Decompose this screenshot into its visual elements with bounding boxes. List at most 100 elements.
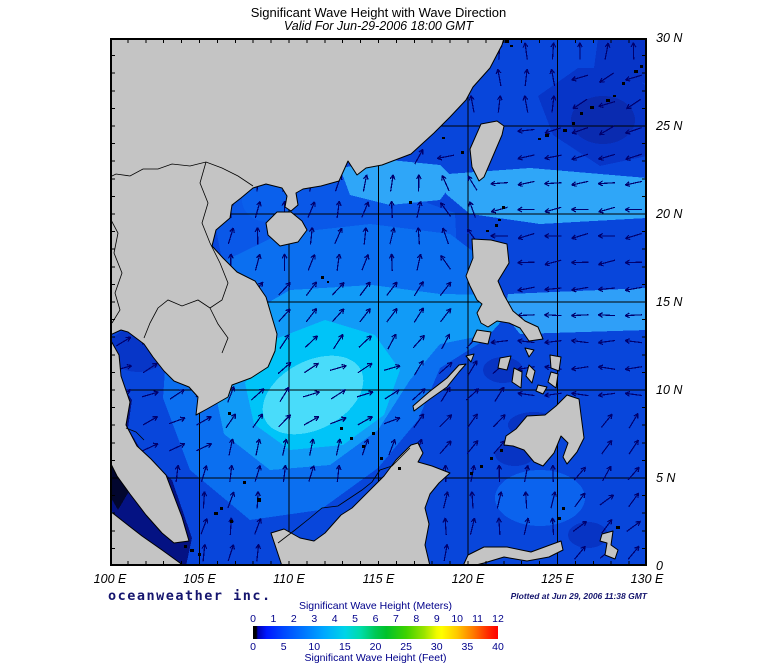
wave-direction-arrow: [601, 439, 613, 455]
wave-direction-arrow: [196, 442, 213, 452]
wave-direction-arrow: [413, 281, 424, 297]
wave-direction-arrow: [227, 491, 236, 509]
land-palawan: [412, 363, 467, 412]
wave-direction-arrow: [416, 253, 423, 271]
wave-direction-arrow: [465, 388, 480, 401]
wave-direction-arrow: [597, 312, 616, 318]
wave-direction-arrow: [174, 464, 181, 483]
feet-ticks-10: 10: [308, 641, 321, 653]
wave-direction-arrow: [255, 543, 262, 562]
wave-direction-arrow: [602, 465, 612, 482]
wave-direction-arrow: [389, 174, 396, 192]
wave-height-colorbar: [253, 626, 498, 639]
wave-direction-arrow: [630, 42, 637, 60]
wave-direction-arrow: [467, 413, 478, 429]
wave-direction-arrow: [254, 518, 262, 535]
lon-label-105e: 105 E: [183, 572, 216, 586]
feet-ticks-40: 40: [492, 641, 504, 653]
wave-direction-arrow: [304, 335, 319, 348]
wave-direction-arrow: [522, 95, 529, 113]
meters-ticks-5: 5: [352, 613, 358, 625]
wave-direction-arrow: [523, 68, 530, 87]
feet-ticks-20: 20: [369, 641, 382, 653]
wave-direction-arrow: [388, 200, 395, 219]
wave-direction-arrow: [439, 440, 452, 454]
wave-direction-arrow: [357, 416, 374, 426]
wave-direction-arrow: [598, 153, 616, 161]
wave-direction-arrow: [227, 544, 235, 562]
wave-direction-arrow: [387, 333, 397, 350]
valid-time-subtitle: Valid For Jun-29-2006 18:00 GMT: [283, 19, 474, 33]
wave-direction-arrow: [359, 307, 371, 323]
wave-direction-arrow: [333, 333, 344, 350]
map-border: [110, 38, 647, 566]
feet-ticks-25: 25: [400, 641, 412, 653]
wave-direction-arrow: [412, 334, 425, 349]
wave-direction-arrow: [597, 286, 616, 293]
wave-direction-arrow: [413, 360, 424, 376]
wave-patch-tonkin-light: [242, 178, 294, 222]
land-leyte: [547, 371, 559, 389]
wave-direction-arrow: [414, 148, 424, 165]
feet-ticks-5: 5: [280, 641, 287, 653]
wave-direction-arrow: [624, 365, 643, 372]
wave-direction-arrow: [252, 413, 264, 429]
legend-feet-ticks: 0 5 10 15 20 25 30 35 40: [250, 641, 504, 653]
wave-direction-arrow: [250, 388, 265, 401]
meters-ticks-7: 7: [392, 613, 399, 625]
wave-direction-arrow: [517, 232, 535, 241]
meters-ticks-1: 1: [270, 613, 277, 625]
wave-direction-arrow: [416, 200, 423, 219]
lat-label-25n: 25 N: [656, 119, 683, 133]
wave-direction-arrow: [624, 286, 643, 293]
lon-label-110e: 110 E: [273, 572, 305, 586]
border-cambodia-vietnam: [209, 307, 229, 354]
land-mindoro: [471, 329, 492, 345]
meters-ticks-4: 4: [331, 613, 338, 625]
legend-feet-label: Significant Wave Height (Feet): [304, 652, 447, 664]
wave-direction-arrow: [169, 389, 185, 400]
wave-direction-arrow: [517, 259, 535, 266]
wave-direction-arrow: [522, 491, 529, 509]
wave-direction-arrow: [254, 227, 261, 245]
wave-patch-hk-coastal-light: [340, 160, 455, 205]
border-borneo: [277, 447, 411, 544]
lat-label-30n: 30 N: [656, 31, 683, 45]
wave-direction-arrow: [573, 466, 587, 481]
wave-direction-arrow: [441, 227, 449, 245]
wave-direction-arrow: [571, 365, 589, 372]
land-luzon: [465, 238, 544, 342]
wave-direction-arrow: [335, 464, 342, 483]
wave-direction-arrow: [574, 492, 586, 508]
wave-direction-arrow: [572, 98, 588, 110]
lat-label-5n: 5 N: [656, 471, 676, 485]
wave-direction-arrow: [141, 390, 159, 398]
lat-label-0: 0: [656, 559, 663, 573]
wave-direction-arrow: [254, 253, 262, 271]
feet-ticks-0: 0: [250, 641, 256, 653]
wave-direction-arrow: [415, 227, 422, 245]
wave-direction-arrow: [625, 98, 642, 110]
wave-direction-arrow: [550, 464, 556, 483]
wave-direction-arrow: [467, 175, 478, 191]
wave-direction-arrow: [440, 307, 452, 323]
wave-direction-arrow: [225, 413, 237, 429]
wave-direction-arrow: [571, 206, 589, 213]
wave-direction-arrow: [142, 416, 159, 426]
wave-direction-arrow: [332, 308, 345, 322]
wave-direction-arrow: [571, 180, 589, 187]
wave-direction-arrow: [571, 390, 589, 397]
wave-direction-arrow: [626, 520, 641, 532]
border-china-vietnam: [110, 161, 254, 187]
wave-direction-arrow: [544, 286, 562, 293]
wave-direction-arrow: [361, 254, 370, 271]
lon-label-125e: 125 E: [541, 572, 574, 586]
wave-direction-arrow: [440, 202, 452, 217]
wave-direction-arrow: [307, 254, 316, 271]
wave-direction-arrow: [278, 282, 291, 296]
wave-direction-arrow: [443, 544, 450, 562]
wave-direction-arrow: [441, 174, 450, 192]
wave-direction-arrow: [625, 127, 642, 135]
wave-direction-arrow: [550, 95, 557, 113]
